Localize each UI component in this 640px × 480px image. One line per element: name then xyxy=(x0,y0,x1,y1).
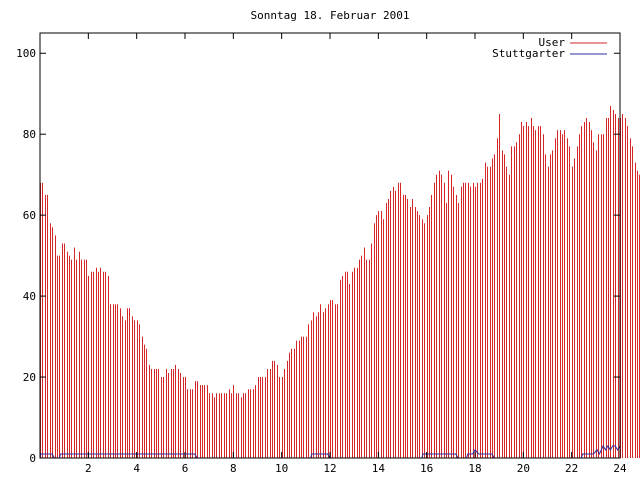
x-tick-label: 18 xyxy=(468,462,481,475)
user-series-bars xyxy=(40,105,640,458)
x-tick-label: 14 xyxy=(372,462,386,475)
y-tick-label: 0 xyxy=(29,452,36,465)
x-tick-label: 16 xyxy=(420,462,433,475)
x-tick-label: 22 xyxy=(565,462,578,475)
y-axis: 0 20 40 60 80 100 xyxy=(16,47,620,465)
legend-user-label: User xyxy=(539,36,566,49)
stuttgarter-series-layer xyxy=(39,444,621,459)
x-tick-label: 2 xyxy=(85,462,92,475)
y-tick-label: 40 xyxy=(23,290,36,303)
y-tick-label: 100 xyxy=(16,47,36,60)
x-tick-label: 6 xyxy=(182,462,189,475)
legend-stuttgarter-label: Stuttgarter xyxy=(492,47,565,60)
legend: User Stuttgarter xyxy=(492,36,607,60)
x-tick-label: 20 xyxy=(517,462,530,475)
y-tick-label: 80 xyxy=(23,128,36,141)
x-tick-label: 12 xyxy=(323,462,336,475)
x-tick-label: 4 xyxy=(133,462,140,475)
y-tick-label: 60 xyxy=(23,209,36,222)
x-tick-label: 8 xyxy=(230,462,237,475)
stuttgarter-line xyxy=(39,444,621,459)
y-tick-label: 20 xyxy=(23,371,36,384)
x-axis: 2 4 6 8 10 12 14 16 18 20 22 24 xyxy=(85,33,627,475)
x-tick-label: 10 xyxy=(275,462,288,475)
chart-title: Sonntag 18. Februar 2001 xyxy=(251,9,410,22)
x-tick-label: 24 xyxy=(613,462,627,475)
